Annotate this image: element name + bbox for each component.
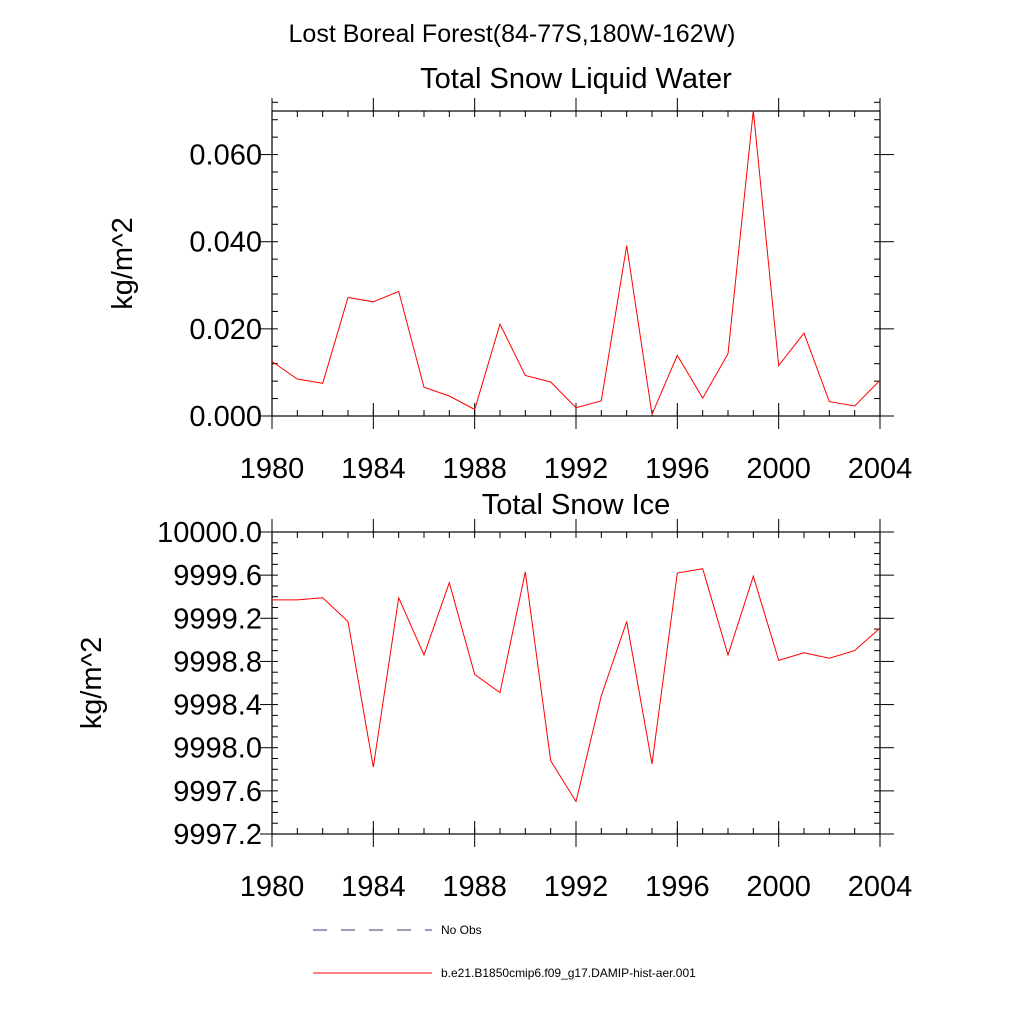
plot-frame [271, 110, 881, 417]
legend-no-obs-label: No Obs [441, 923, 482, 937]
x-tick-label: 1988 [442, 453, 507, 485]
y-tick-label: 0.020 [189, 314, 262, 346]
x-tick-label: 1984 [341, 453, 406, 485]
x-tick-label: 1984 [341, 871, 406, 903]
x-tick-label: 1996 [645, 871, 710, 903]
chart-title: Total Snow Ice [482, 489, 671, 521]
x-tick-label: 2000 [746, 453, 811, 485]
y-tick-label: 9997.6 [173, 776, 262, 808]
x-tick-label: 2004 [848, 453, 913, 485]
y-tick-label: 9997.2 [173, 819, 262, 851]
x-tick-label: 1980 [240, 871, 305, 903]
figure-title: Lost Boreal Forest(84-77S,180W-162W) [289, 20, 736, 48]
y-tick-label: 9998.0 [173, 733, 262, 765]
y-tick-label: 9999.6 [173, 560, 262, 592]
series-line [272, 568, 881, 803]
y-tick-label: 0.040 [189, 227, 262, 259]
y-tick-label: 0.060 [189, 140, 262, 172]
plot-frame [271, 531, 881, 835]
x-tick-label: 1992 [544, 453, 609, 485]
x-tick-label: 2000 [746, 871, 811, 903]
y-axis-label: kg/m^2 [76, 637, 108, 730]
chart-panel-snow-liquid-water: Total Snow Liquid Water kg/m^2 1980 1984 198… [107, 63, 912, 485]
y-tick-label: 9998.4 [173, 690, 262, 722]
x-tick-label: 1996 [645, 453, 710, 485]
legend: No Obs b.e21.B1850cmip6.f09_g17.DAMIP-hi… [313, 923, 696, 980]
legend-model-label: b.e21.B1850cmip6.f09_g17.DAMIP-hist-aer.… [441, 966, 696, 980]
chart-panel-snow-ice: Total Snow Ice kg/m^2 1980 1984 1988 1992 1996… [76, 489, 912, 903]
x-tick-label: 1980 [240, 453, 305, 485]
y-tick-label: 9999.2 [173, 603, 262, 635]
chart-title: Total Snow Liquid Water [420, 63, 732, 95]
x-tick-label: 1988 [442, 871, 507, 903]
y-axis-label: kg/m^2 [107, 217, 139, 310]
x-tick-label: 2004 [848, 871, 913, 903]
x-tick-label: 1992 [544, 871, 609, 903]
series-line [271, 110, 881, 417]
y-tick-label: 9998.8 [173, 646, 262, 678]
y-tick-label: 10000.0 [157, 517, 262, 549]
y-tick-label: 0.000 [189, 401, 262, 433]
